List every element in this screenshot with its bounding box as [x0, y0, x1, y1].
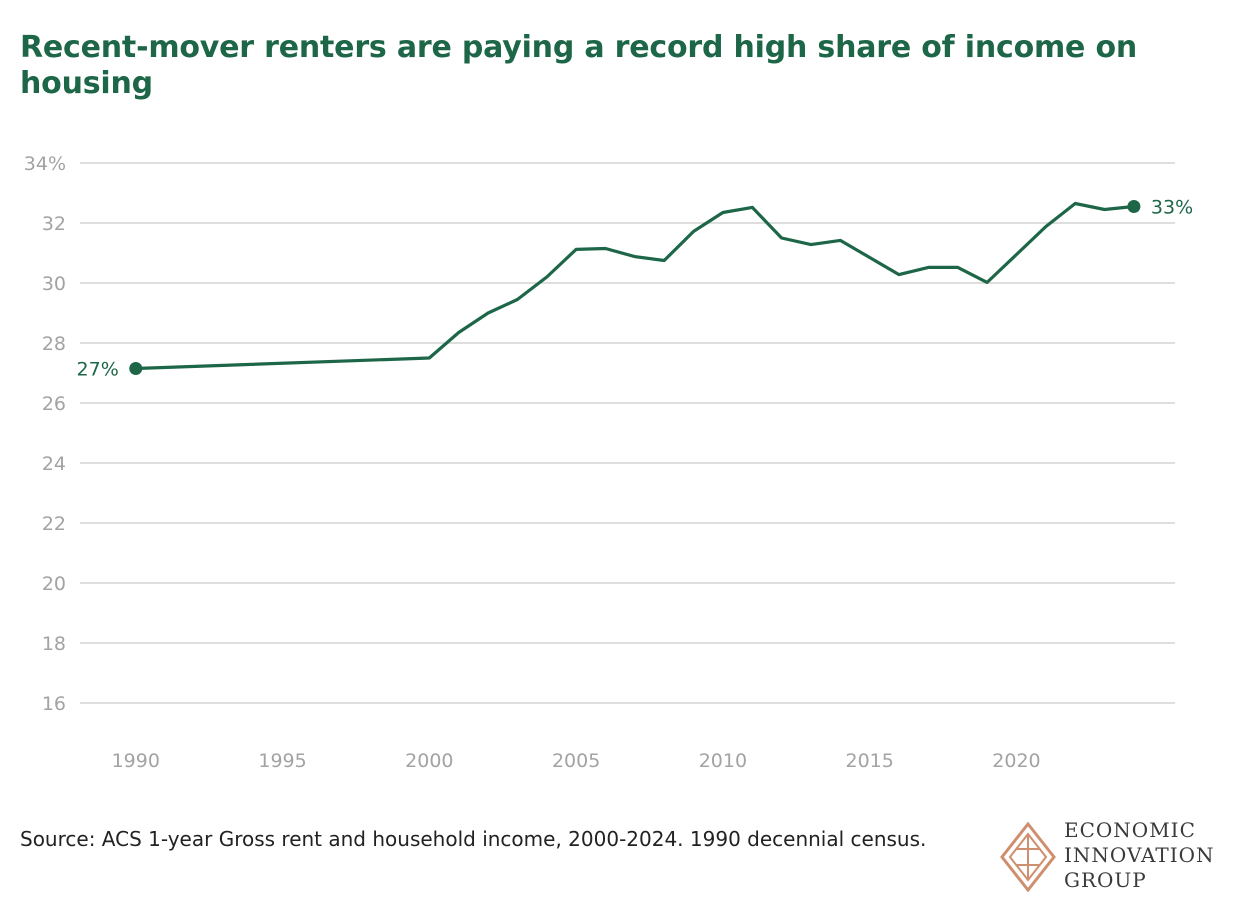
data-point-2007: [632, 254, 637, 259]
logo-line-3: GROUP: [1064, 868, 1147, 892]
data-point-2011: [750, 205, 755, 210]
endpoint-label: 27%: [77, 359, 119, 381]
data-point-2018: [955, 265, 960, 270]
data-point-2021: [1043, 224, 1048, 229]
data-point-2013: [808, 242, 813, 247]
x-axis-tick-labels: 1990 1995 2000 2005 2010 2015 2020: [112, 750, 1041, 772]
endpoint-marker: [1127, 200, 1141, 213]
x-tick-label: 2005: [552, 750, 600, 772]
x-tick-label: 2015: [846, 750, 894, 772]
data-point-2015: [867, 255, 872, 260]
y-tick-label: 22: [42, 513, 66, 535]
y-tick-label: 24: [42, 453, 66, 475]
data-point-2010: [720, 210, 725, 215]
x-tick-label: 2000: [405, 750, 453, 772]
logo-line-2: INNOVATION: [1064, 843, 1215, 867]
diamond-logo-icon: [1000, 822, 1056, 892]
y-tick-label: 30: [42, 273, 66, 295]
data-point-2006: [603, 246, 608, 251]
y-tick-label: 32: [42, 213, 66, 235]
y-tick-label: 16: [42, 693, 66, 715]
eig-logo: ECONOMIC INNOVATION GROUP: [1000, 818, 1230, 898]
data-point-2020: [1014, 252, 1019, 257]
chart-title: Recent-mover renters are paying a record…: [20, 30, 1138, 101]
data-point-2016: [897, 272, 902, 277]
logo-wordmark: ECONOMIC INNOVATION GROUP: [1064, 818, 1215, 893]
x-tick-label: 2020: [992, 750, 1040, 772]
y-axis-tick-labels: 16 18 20 22 24 26 28 30 32 34%: [24, 153, 66, 715]
data-point-2017: [926, 265, 931, 270]
grid-lines: [80, 162, 1175, 704]
endpoint-label: 33%: [1151, 197, 1193, 219]
endpoint-marker: [129, 362, 143, 375]
x-tick-label: 1995: [258, 750, 306, 772]
y-tick-label: 20: [42, 573, 66, 595]
series-line: [134, 201, 1136, 371]
data-point-2023: [1102, 207, 1107, 212]
logo-line-1: ECONOMIC: [1064, 818, 1196, 842]
source-note: Source: ACS 1-year Gross rent and househ…: [20, 827, 927, 851]
data-point-2005: [574, 247, 579, 252]
x-tick-label: 1990: [112, 750, 160, 772]
data-point-2008: [662, 258, 667, 263]
series-layer: [134, 201, 1136, 371]
data-point-2022: [1073, 201, 1078, 206]
line-chart: 16 18 20 22 24 26 28 30 32 34% 1990 1995 2000 2005 20…: [24, 153, 1194, 772]
data-point-2000: [427, 356, 432, 361]
y-tick-label: 26: [42, 393, 66, 415]
y-tick-label: 34%: [24, 153, 66, 175]
endpoint-annotations: 27% 33%: [77, 197, 1194, 381]
data-point-2009: [691, 229, 696, 234]
data-point-2012: [779, 236, 784, 241]
data-point-2003: [515, 297, 520, 302]
data-point-2001: [456, 330, 461, 335]
data-point-2004: [544, 275, 549, 280]
y-tick-label: 28: [42, 333, 66, 355]
data-point-2002: [486, 311, 491, 316]
x-tick-label: 2010: [699, 750, 747, 772]
data-point-2014: [838, 238, 843, 243]
y-tick-label: 18: [42, 633, 66, 655]
data-point-2019: [985, 280, 990, 285]
